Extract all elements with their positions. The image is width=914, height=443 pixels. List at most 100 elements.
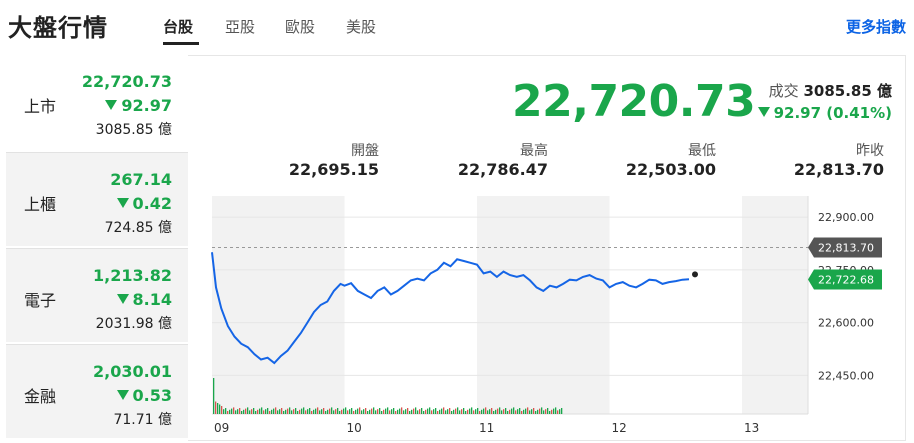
- active-tab-indicator: [163, 42, 199, 45]
- volume-bar: [541, 407, 543, 414]
- volume-bar: [449, 408, 451, 414]
- volume-bar: [293, 409, 295, 414]
- volume-bar: [333, 410, 335, 414]
- open-label: 開盤: [351, 143, 379, 159]
- volume-bar: [383, 409, 385, 414]
- volume-bar: [243, 409, 245, 414]
- volume-bar: [273, 408, 275, 414]
- volume-bar: [367, 411, 369, 414]
- hour-band: [344, 196, 477, 414]
- hour-band: [742, 196, 808, 414]
- sidebar-item-change: 92.97: [105, 96, 172, 115]
- volume-bar: [395, 411, 397, 414]
- sidebar-item-volume: 724.85 億: [104, 220, 172, 236]
- volume-bar: [473, 410, 475, 414]
- volume-bar: [313, 409, 315, 414]
- volume-bar: [487, 410, 489, 414]
- volume-bar: [337, 408, 339, 414]
- volume-bar: [303, 407, 305, 414]
- volume-bar: [331, 407, 333, 414]
- volume-bar: [543, 410, 545, 414]
- volume-bar: [445, 410, 447, 414]
- y-tick-label: 22,900.00: [818, 211, 874, 224]
- volume-bar: [453, 409, 455, 414]
- volume-bar: [409, 411, 411, 414]
- volume-bar: [553, 408, 555, 414]
- volume-bar: [393, 408, 395, 414]
- volume-bar: [483, 408, 485, 414]
- sidebar-item-change: 0.42: [116, 194, 172, 213]
- sidebar-item-otc[interactable]: 上櫃 267.14 0.42 724.85 億: [6, 152, 188, 246]
- y-tick-label: 22,450.00: [818, 369, 874, 382]
- tab-taiwan-stocks[interactable]: 台股: [163, 18, 194, 36]
- volume-bar: [253, 408, 255, 414]
- volume-bar: [443, 407, 445, 414]
- volume-bar: [297, 411, 299, 414]
- sidebar-item-listed[interactable]: 上市 22,720.73 92.97 3085.85 億: [6, 55, 188, 148]
- volume-bar: [469, 408, 471, 414]
- volume-bar: [421, 408, 423, 414]
- volume-bar: [349, 409, 351, 414]
- volume-bar: [427, 408, 429, 414]
- sidebar-item-change: 8.14: [116, 290, 172, 309]
- x-tick-label: 13: [744, 421, 759, 435]
- volume-bar: [471, 407, 473, 414]
- volume-bar: [441, 408, 443, 414]
- volume-bar: [279, 409, 281, 414]
- sidebar-item-name: 上櫃: [24, 195, 57, 214]
- volume-bar: [347, 410, 349, 414]
- volume-bar: [355, 409, 357, 414]
- volume-bar: [515, 410, 517, 414]
- volume-bar: [267, 408, 269, 414]
- volume-bar: [219, 404, 221, 414]
- tab-us-stocks[interactable]: 美股: [346, 18, 377, 36]
- volume-bar: [431, 410, 433, 414]
- volume-bar: [229, 409, 231, 414]
- tab-europe-stocks[interactable]: 歐股: [285, 18, 316, 36]
- turnover: 成交 3085.85 億: [768, 82, 892, 100]
- more-indices-link[interactable]: 更多指數: [845, 18, 906, 36]
- index-change: 92.97 (0.41%): [757, 104, 892, 122]
- volume-bar: [411, 409, 413, 414]
- volume-bar: [405, 409, 407, 414]
- volume-bar: [305, 410, 307, 414]
- y-tick-label: 22,600.00: [818, 317, 874, 330]
- volume-bar: [535, 411, 537, 414]
- volume-bar: [513, 407, 515, 414]
- prev-close-label: 昨收: [856, 143, 884, 159]
- volume-bar: [245, 408, 247, 414]
- low-value: 22,503.00: [625, 160, 716, 179]
- volume-bar: [437, 411, 439, 414]
- volume-bar: [317, 407, 319, 414]
- volume-bar: [519, 408, 521, 414]
- volume-bar: [401, 407, 403, 414]
- sidebar-item-electronics[interactable]: 電子 1,213.82 8.14 2031.98 億: [6, 248, 188, 342]
- volume-bar: [239, 408, 241, 414]
- volume-bar: [451, 411, 453, 414]
- volume-bar: [353, 411, 355, 414]
- sidebar-item-finance[interactable]: 金融 2,030.01 0.53 71.71 億: [6, 344, 188, 438]
- volume-bar: [485, 407, 487, 414]
- sidebar-item-name: 金融: [24, 387, 57, 406]
- volume-bar: [501, 410, 503, 414]
- volume-bar: [361, 410, 363, 414]
- volume-bar: [265, 409, 267, 414]
- volume-bar: [257, 409, 259, 414]
- volume-bar: [439, 409, 441, 414]
- volume-bar: [295, 408, 297, 414]
- volume-bar: [345, 407, 347, 414]
- volume-bar: [225, 408, 227, 414]
- volume-bar: [425, 409, 427, 414]
- high-value: 22,786.47: [457, 160, 548, 179]
- volume-bar: [415, 407, 417, 414]
- volume-bar: [481, 409, 483, 414]
- tab-asia-stocks[interactable]: 亞股: [225, 18, 256, 36]
- volume-bar: [435, 408, 437, 414]
- volume-bar: [363, 409, 365, 414]
- down-triangle-icon: [105, 100, 118, 110]
- volume-bar: [557, 410, 559, 414]
- volume-bar: [287, 408, 289, 414]
- volume-bar: [379, 408, 381, 414]
- prev-close-tag-bg: [808, 237, 882, 258]
